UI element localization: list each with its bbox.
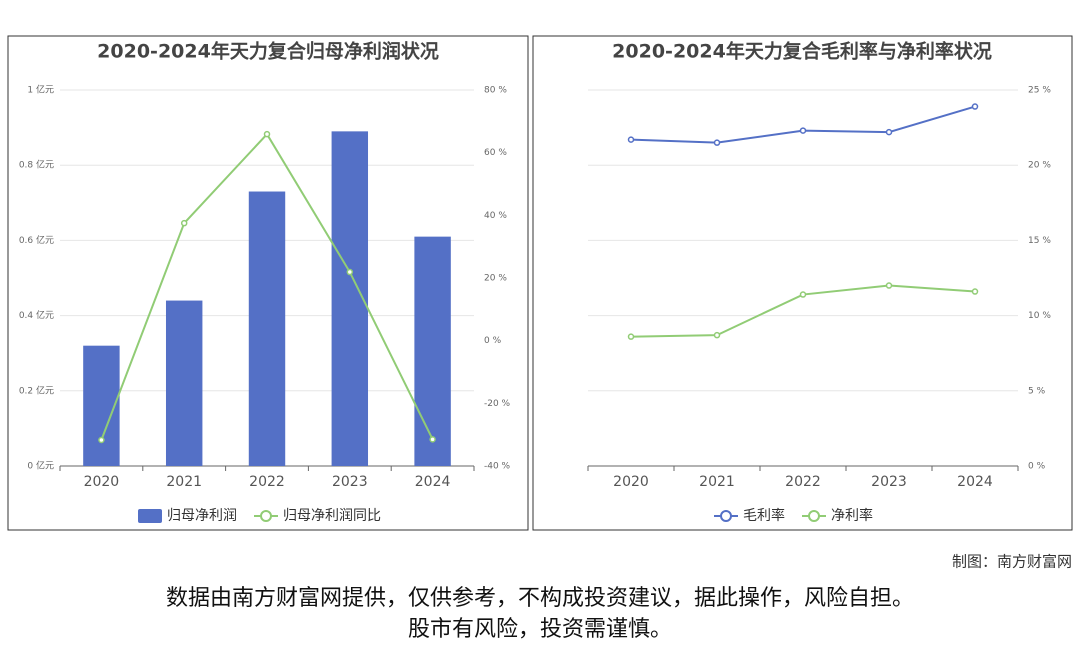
y2-tick-label: 20 % <box>484 274 507 284</box>
point <box>346 268 354 276</box>
legend-label: 归母净利润同比 <box>283 507 381 524</box>
line <box>630 105 976 144</box>
x-tick-label: 2022 <box>249 474 285 490</box>
disclaimer: 数据由南方财富网提供，仅供参考，不构成投资建议，据此操作，风险自担。 <box>166 586 914 611</box>
y2-tick-label: -20 % <box>484 399 511 409</box>
point <box>799 127 807 134</box>
point <box>885 128 893 136</box>
y2-tick-label: 15 % <box>1028 236 1051 246</box>
x-tick-label: 2021 <box>166 474 202 490</box>
chart-title: 2020-2024年天力复合归母净利润状况 <box>97 40 439 63</box>
disclaimer: 股市有风险，投资需谨慎。 <box>408 617 672 642</box>
x-tick-label: 2024 <box>415 474 451 490</box>
point <box>713 139 721 146</box>
x-tick-label: 2022 <box>785 474 821 490</box>
legend-swatch <box>808 510 820 522</box>
point <box>971 288 979 295</box>
y2-tick-label: 40 % <box>484 211 507 221</box>
y2-tick-label: 5 % <box>1028 386 1046 396</box>
x-tick-label: 2020 <box>84 474 120 490</box>
point <box>713 331 721 339</box>
y2-tick-label: 10 % <box>1028 311 1051 321</box>
point <box>971 103 979 110</box>
legend-swatch[interactable] <box>138 509 162 523</box>
y-tick-label: 1 亿元 <box>27 84 54 96</box>
y-tick-label: 0.4 亿元 <box>19 309 54 321</box>
y2-tick-label: 0 % <box>1028 462 1046 472</box>
bar <box>165 300 203 466</box>
y2-tick-label: 60 % <box>484 148 507 158</box>
point <box>429 436 436 443</box>
y-tick-label: 0.8 亿元 <box>19 159 54 171</box>
legend-label: 毛利率 <box>743 507 785 524</box>
legend-label: 归母净利润 <box>167 507 237 524</box>
legend-swatch <box>260 510 272 522</box>
chart-title: 2020-2024年天力复合毛利率与净利率状况 <box>612 40 992 63</box>
legend-label: 净利率 <box>831 507 873 524</box>
x-tick-label: 2021 <box>699 474 735 490</box>
point <box>627 136 635 143</box>
y-tick-label: 0.6 亿元 <box>19 234 54 246</box>
x-tick-label: 2024 <box>957 474 993 490</box>
y2-tick-label: 25 % <box>1028 86 1051 96</box>
bar <box>414 236 451 466</box>
legend-swatch <box>720 510 732 522</box>
y-tick-label: 0.2 亿元 <box>19 384 54 396</box>
point <box>627 333 635 340</box>
x-tick-label: 2023 <box>332 474 368 490</box>
y-tick-label: 0 亿元 <box>27 460 54 472</box>
bar <box>248 191 286 466</box>
y2-tick-label: 0 % <box>484 336 502 346</box>
y2-tick-label: -40 % <box>484 462 511 472</box>
point <box>180 219 188 227</box>
panel-frame <box>532 35 1073 531</box>
credit: 制图：南方财富网 <box>952 553 1072 571</box>
panel-frame <box>7 35 529 531</box>
x-tick-label: 2023 <box>871 474 907 490</box>
y2-tick-label: 20 % <box>1028 161 1051 171</box>
x-tick-label: 2020 <box>613 474 649 490</box>
y2-tick-label: 80 % <box>484 86 507 96</box>
point <box>263 130 271 138</box>
point <box>885 282 893 289</box>
point <box>799 291 807 298</box>
point <box>98 436 105 444</box>
